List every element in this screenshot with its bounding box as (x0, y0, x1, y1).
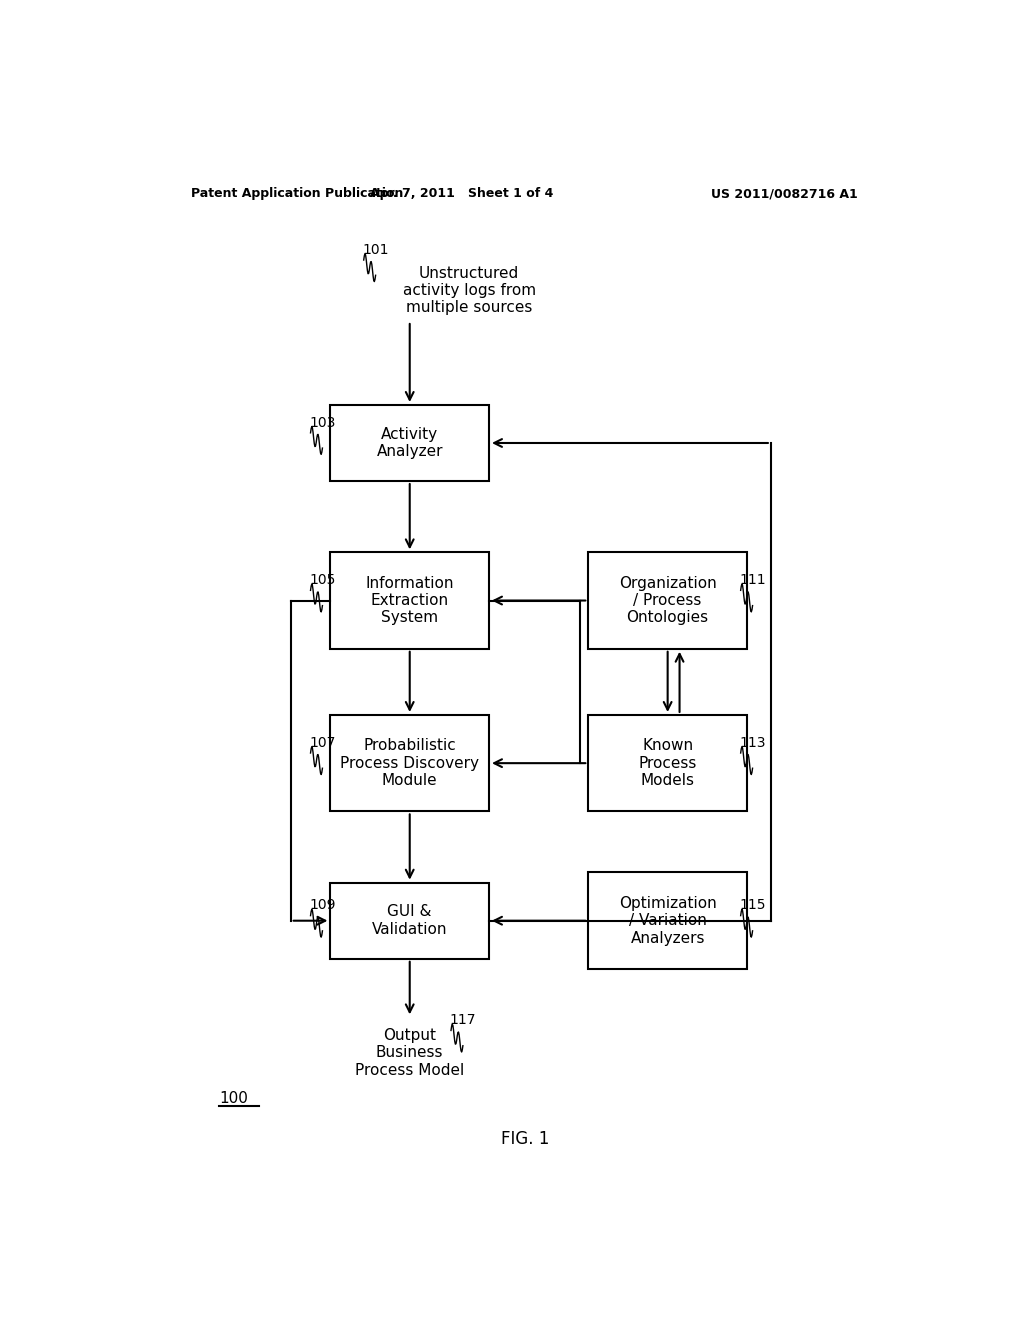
Bar (588, 873, 748, 969)
Text: 115: 115 (739, 899, 766, 912)
Text: 101: 101 (362, 243, 389, 257)
Bar (331, 715, 489, 812)
Text: Activity
Analyzer: Activity Analyzer (377, 426, 443, 459)
Text: Apr. 7, 2011   Sheet 1 of 4: Apr. 7, 2011 Sheet 1 of 4 (370, 187, 553, 201)
Text: Organization
/ Process
Ontologies: Organization / Process Ontologies (618, 576, 717, 626)
Text: Unstructured
activity logs from
multiple sources: Unstructured activity logs from multiple… (402, 265, 536, 315)
Text: Known
Process
Models: Known Process Models (638, 738, 697, 788)
Text: Optimization
/ Variation
Analyzers: Optimization / Variation Analyzers (618, 896, 717, 945)
Bar (588, 715, 748, 812)
Text: US 2011/0082716 A1: US 2011/0082716 A1 (712, 187, 858, 201)
Text: 105: 105 (309, 573, 335, 587)
Text: 117: 117 (450, 1014, 476, 1027)
Text: Patent Application Publication: Patent Application Publication (191, 187, 403, 201)
Bar (331, 552, 489, 649)
Bar (331, 405, 489, 480)
Text: 107: 107 (309, 735, 335, 750)
Text: Probabilistic
Process Discovery
Module: Probabilistic Process Discovery Module (340, 738, 479, 788)
Text: 113: 113 (739, 735, 766, 750)
Bar (331, 883, 489, 958)
Text: 109: 109 (309, 899, 336, 912)
Text: GUI &
Validation: GUI & Validation (372, 904, 447, 937)
Text: Information
Extraction
System: Information Extraction System (366, 576, 454, 626)
Text: 100: 100 (219, 1092, 248, 1106)
Text: 103: 103 (309, 416, 335, 430)
Bar (588, 552, 748, 649)
Text: Output
Business
Process Model: Output Business Process Model (355, 1028, 464, 1077)
Text: 111: 111 (739, 573, 766, 587)
Text: FIG. 1: FIG. 1 (501, 1130, 549, 1148)
